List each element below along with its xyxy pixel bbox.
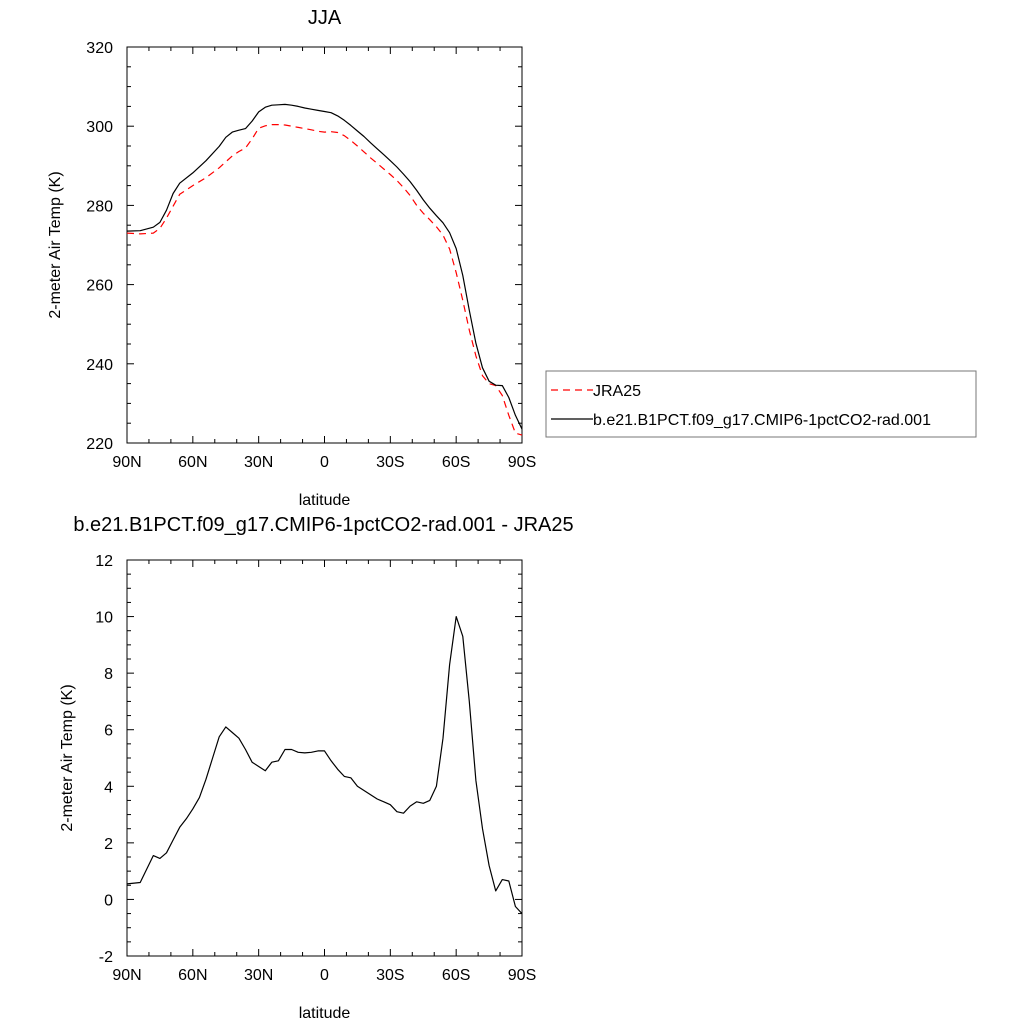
chart2-x-tick-label: 30S — [376, 967, 404, 984]
chart1-y-tick-label: 240 — [86, 357, 113, 374]
chart1-y-tick-label: 260 — [86, 278, 113, 295]
chart2-title: b.e21.B1PCT.f09_g17.CMIP6-1pctCO2-rad.00… — [73, 514, 573, 536]
chart1-y-tick-label: 320 — [86, 40, 113, 57]
chart2-x-axis-label: latitude — [299, 1005, 351, 1022]
chart1-x-tick-label: 60S — [442, 454, 470, 471]
chart1-x-tick-label: 0 — [320, 454, 329, 471]
chart1-x-tick-label: 30N — [244, 454, 273, 471]
chart1-x-tick-label: 90S — [508, 454, 536, 471]
chart2-y-tick-label: 10 — [95, 610, 113, 627]
chart2-y-tick-label: -2 — [99, 949, 113, 966]
chart2-series-line-difference — [126, 616, 523, 915]
chart2-x-tick-label: 60S — [442, 967, 470, 984]
legend-box — [545, 370, 977, 438]
chart1-series-line-jra25 — [126, 124, 523, 436]
chart1-x-tick-label: 60N — [178, 454, 207, 471]
chart2-x-tick-label: 60N — [178, 967, 207, 984]
chart2-x-tick-label: 0 — [320, 967, 329, 984]
chart1-series-line-b-e21-b1pct-f09-g17-cmip6-1pctco2-rad-001 — [126, 103, 523, 430]
chart2-y-tick-label: 12 — [95, 553, 113, 570]
chart1-y-axis-label: 2-meter Air Temp (K) — [47, 171, 64, 318]
legend-entry-label: b.e21.B1PCT.f09_g17.CMIP6-1pctCO2-rad.00… — [593, 412, 931, 429]
chart2-y-tick-label: 8 — [104, 666, 113, 683]
chart1-plot-frame — [126, 46, 523, 444]
chart1-x-tick-label: 90N — [112, 454, 141, 471]
chart2-plot-frame — [126, 559, 523, 957]
chart2-y-axis-label: 2-meter Air Temp (K) — [59, 684, 76, 831]
chart2-x-tick-label: 90N — [112, 967, 141, 984]
chart1-y-tick-label: 280 — [86, 198, 113, 215]
chart2-x-tick-label: 90S — [508, 967, 536, 984]
chart1-y-tick-label: 300 — [86, 119, 113, 136]
chart1-x-axis-label: latitude — [299, 492, 351, 509]
legend-entry-label: JRA25 — [593, 383, 641, 400]
chart2-x-tick-label: 30N — [244, 967, 273, 984]
chart1-title: JJA — [308, 7, 342, 29]
chart2-y-tick-label: 0 — [104, 892, 113, 909]
chart2-y-tick-label: 6 — [104, 723, 113, 740]
chart2-y-tick-label: 4 — [104, 779, 113, 796]
chart1-y-tick-label: 220 — [86, 436, 113, 453]
chart2-y-tick-label: 2 — [104, 836, 113, 853]
chart1-x-tick-label: 30S — [376, 454, 404, 471]
